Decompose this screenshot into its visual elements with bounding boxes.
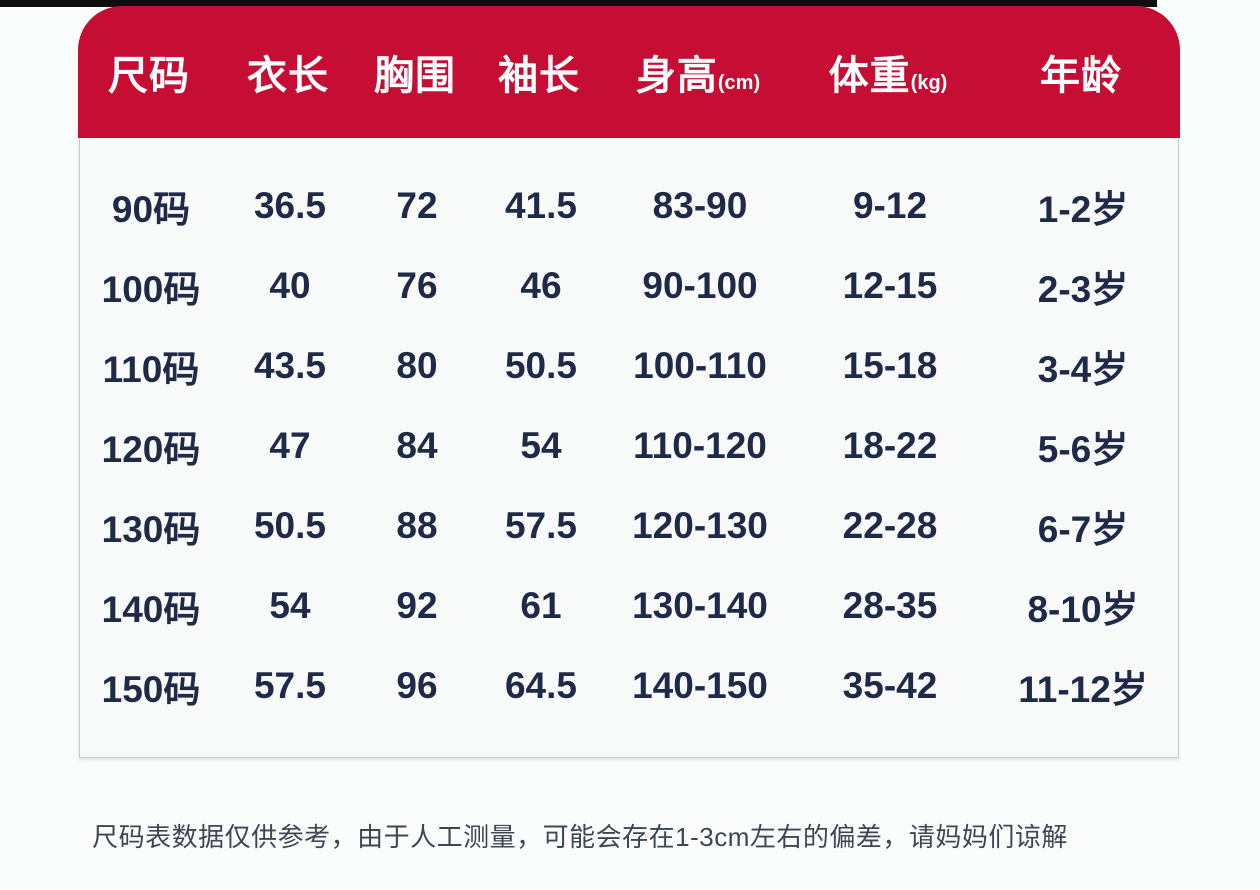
disclaimer-text: 尺码表数据仅供参考，由于人工测量，可能会存在1-3cm左右的偏差，请妈妈们谅解 <box>92 822 1068 852</box>
column-header: 体重(kg) <box>792 43 984 101</box>
table-cell: 18-22 <box>842 425 938 466</box>
table-cell: 15-18 <box>842 345 938 386</box>
table-cell: 120-130 <box>632 505 768 546</box>
table-cell: 9-12 <box>852 185 928 226</box>
table-cell: 96 <box>396 665 438 706</box>
table-cell: 84 <box>396 425 438 466</box>
top-edge-strip <box>0 0 1157 7</box>
table-cell: 130-140 <box>632 585 768 626</box>
table-cell: 11-12岁 <box>1018 669 1148 710</box>
size-table-header: 尺码 衣长 胸围 袖长 身高(cm) 体重(kg) 年龄 <box>78 6 1180 138</box>
column-header-unit: (kg) <box>910 72 948 94</box>
table-cell: 54 <box>269 585 311 626</box>
table-cell: 61 <box>520 585 562 626</box>
table-cell: 130码 <box>101 509 201 550</box>
table-cell: 76 <box>396 265 438 306</box>
table-cell: 83-90 <box>652 185 748 226</box>
table-cell: 54 <box>520 425 562 466</box>
column-header-label: 袖长 <box>498 54 580 98</box>
table-cell: 110-120 <box>633 425 767 466</box>
table-cell: 140码 <box>101 589 201 630</box>
table-cell: 90-100 <box>642 265 758 306</box>
table-cell: 41.5 <box>504 185 577 226</box>
table-row: 150码 57.5 96 64.5 140-150 35-42 11-12岁 <box>80 646 1178 726</box>
table-cell: 46 <box>520 265 562 306</box>
table-cell: 6-7岁 <box>1037 509 1129 550</box>
table-cell: 92 <box>396 585 438 626</box>
table-row: 110码 43.5 80 50.5 100-110 15-18 3-4岁 <box>80 326 1178 406</box>
column-header-label: 胸围 <box>374 54 456 98</box>
table-row: 120码 47 84 54 110-120 18-22 5-6岁 <box>80 406 1178 486</box>
table-cell: 57.5 <box>504 505 577 546</box>
table-cell: 80 <box>396 345 438 386</box>
column-header: 袖长 <box>474 43 604 101</box>
column-header: 胸围 <box>356 43 474 101</box>
column-header-label: 体重 <box>828 54 911 98</box>
column-header: 身高(cm) <box>604 43 792 101</box>
column-header: 年龄 <box>984 43 1178 101</box>
column-header-unit: (cm) <box>717 72 761 94</box>
table-cell: 36.5 <box>253 185 326 226</box>
table-cell: 35-42 <box>842 665 938 706</box>
table-cell: 2-3岁 <box>1037 269 1129 310</box>
table-cell: 100码 <box>101 269 201 310</box>
table-cell: 12-15 <box>842 265 938 306</box>
column-header-label: 尺码 <box>108 54 190 98</box>
table-row: 100码 40 76 46 90-100 12-15 2-3岁 <box>80 246 1178 326</box>
table-cell: 50.5 <box>253 505 326 546</box>
table-cell: 100-110 <box>633 345 767 386</box>
table-cell: 88 <box>396 505 438 546</box>
table-row: 140码 54 92 61 130-140 28-35 8-10岁 <box>80 566 1178 646</box>
table-cell: 90码 <box>111 189 191 230</box>
column-header: 尺码 <box>78 43 220 101</box>
size-table: 90码 36.5 72 41.5 83-90 9-12 1-2岁 100码 40 76 46 90-1… <box>79 138 1179 758</box>
table-cell: 40 <box>269 265 311 306</box>
table-cell: 5-6岁 <box>1037 429 1129 470</box>
table-cell: 57.5 <box>253 665 326 706</box>
column-header-label: 身高 <box>635 54 718 98</box>
table-cell: 150码 <box>101 669 201 710</box>
column-header: 衣长 <box>220 43 356 101</box>
table-cell: 72 <box>396 185 438 226</box>
table-cell: 50.5 <box>504 345 577 386</box>
table-cell: 43.5 <box>253 345 326 386</box>
table-row: 90码 36.5 72 41.5 83-90 9-12 1-2岁 <box>80 166 1178 246</box>
table-cell: 1-2岁 <box>1037 189 1129 230</box>
table-cell: 22-28 <box>842 505 938 546</box>
table-cell: 3-4岁 <box>1037 349 1129 390</box>
table-cell: 140-150 <box>632 665 768 706</box>
table-cell: 28-35 <box>842 585 938 626</box>
table-cell: 64.5 <box>504 665 577 706</box>
table-cell: 47 <box>269 425 311 466</box>
column-header-label: 衣长 <box>247 54 329 98</box>
table-cell: 120码 <box>101 429 201 470</box>
table-row: 130码 50.5 88 57.5 120-130 22-28 6-7岁 <box>80 486 1178 566</box>
table-cell: 8-10岁 <box>1027 589 1139 630</box>
table-cell: 110码 <box>102 349 200 390</box>
column-header-label: 年龄 <box>1040 54 1122 98</box>
